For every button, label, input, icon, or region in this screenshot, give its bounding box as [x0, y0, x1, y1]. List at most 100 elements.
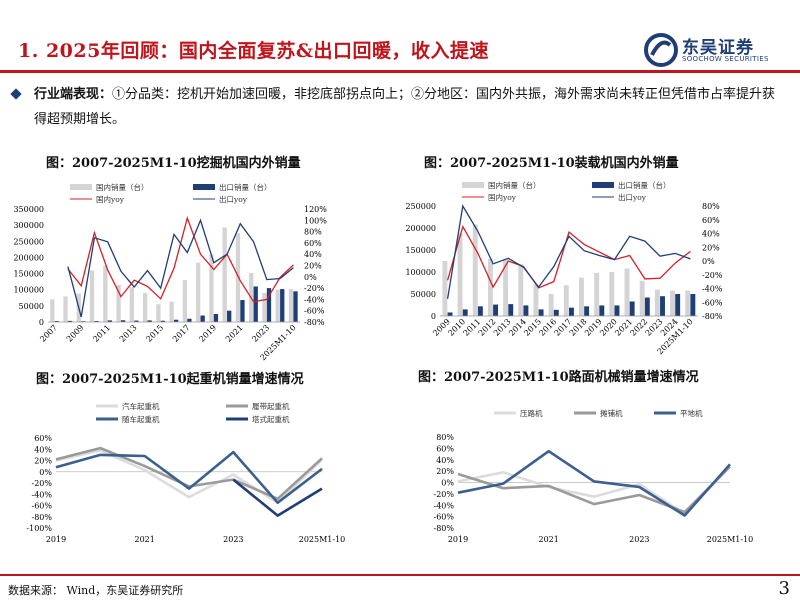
legend-label: 汽车起重机: [122, 401, 160, 411]
bar: [675, 294, 681, 316]
bar: [120, 320, 126, 322]
series-line: [446, 204, 691, 299]
y-right-tick-label: 120%: [304, 205, 327, 214]
x-tick-label: 2023: [223, 535, 243, 544]
y-right-tick-label: -60%: [304, 307, 325, 316]
x-tick-label: 2021: [538, 535, 558, 544]
bar: [89, 270, 95, 322]
y-tick-label: -80%: [32, 513, 53, 522]
soochow-logo-icon: [644, 33, 678, 67]
series-line: [457, 465, 731, 514]
y-left-tick-label: 250000: [405, 202, 436, 211]
y-left-tick-label: 200000: [13, 253, 44, 262]
series-line: [55, 450, 323, 504]
y-right-tick-label: -40%: [702, 285, 723, 294]
bar: [107, 320, 112, 322]
y-right-tick-label: -40%: [304, 295, 325, 304]
series-line: [446, 224, 691, 289]
header-divider: [0, 70, 800, 73]
y-left-tick-label: 350000: [13, 205, 44, 214]
bar: [599, 305, 605, 316]
bar: [685, 290, 691, 316]
x-tick-label: 2013: [118, 323, 139, 344]
bar: [63, 296, 68, 322]
y-tick-label: 80%: [436, 433, 454, 442]
bar: [50, 299, 55, 322]
bar: [94, 321, 99, 322]
x-tick-label: 2025M1-10: [299, 535, 346, 544]
bar: [614, 305, 620, 316]
bar: [629, 301, 635, 316]
bar: [280, 289, 285, 322]
series-line: [55, 446, 323, 501]
y-tick-label: -40%: [434, 501, 455, 510]
brand-logo: 东吴证券 SOOCHOW SECURITIES: [644, 33, 794, 69]
bar: [523, 305, 529, 316]
bar: [553, 309, 559, 316]
legend-label: 压路机: [520, 408, 543, 418]
bar: [569, 307, 574, 316]
y-tick-label: -20%: [32, 479, 53, 488]
y-left-tick-label: 150000: [13, 270, 44, 279]
y-left-tick-label: 50000: [19, 302, 44, 311]
bar: [174, 319, 179, 322]
y-tick-label: -60%: [32, 502, 53, 511]
logo-text-en: SOOCHOW SECURITIES: [682, 55, 769, 63]
bar: [660, 296, 665, 316]
bar: [288, 289, 294, 322]
paving-chart: 压路机 摊铺机 平地机 80% 60% 40% 20% 0% -20% -40% -60% -80% 2…: [434, 408, 754, 544]
x-tick-label: 2025M1-10: [707, 535, 754, 544]
bar: [54, 321, 59, 322]
y-tick-label: -80%: [434, 524, 455, 533]
y-tick-label: 0%: [39, 468, 52, 477]
y-right-tick-label: 40%: [304, 250, 322, 259]
y-left-tick-label: 0: [39, 318, 44, 327]
bar: [477, 306, 483, 316]
x-tick-label: 2019: [197, 323, 218, 344]
y-right-tick-label: -80%: [304, 318, 325, 327]
y-left-tick-label: 50000: [411, 290, 436, 299]
crane-chart-title: 图：2007-2025M1-10起重机销量增速情况: [36, 372, 304, 387]
y-right-tick-label: 80%: [702, 202, 720, 211]
bar: [103, 265, 108, 322]
y-left-tick-label: 100000: [405, 268, 436, 277]
bar: [253, 286, 258, 322]
legend-label: 国内yoy: [96, 194, 125, 204]
bar: [457, 233, 463, 316]
y-right-tick-label: 0%: [702, 257, 715, 266]
bar: [266, 288, 272, 322]
y-right-tick-label: -80%: [702, 312, 723, 321]
y-left-tick-label: 250000: [13, 237, 44, 246]
legend-label: 出口销量（台）: [618, 180, 671, 190]
bar: [472, 224, 478, 316]
x-tick-label: 2023: [250, 323, 271, 344]
x-tick-label: 2023: [629, 535, 649, 544]
x-tick-label: 2009: [65, 323, 86, 344]
x-tick-label: 2015: [144, 323, 165, 344]
y-left-tick-label: 300000: [13, 221, 44, 230]
y-tick-label: 60%: [436, 444, 454, 453]
legend-label: 国内销量（台）: [488, 180, 541, 190]
bar: [442, 261, 448, 316]
y-right-tick-label: 20%: [702, 243, 720, 252]
excavator-chart-title: 图：2007-2025M1-10挖掘机国内外销量: [46, 156, 301, 171]
bar: [639, 280, 645, 316]
bar: [262, 292, 267, 322]
legend-swatch: [592, 182, 614, 188]
bar: [200, 315, 205, 322]
bar: [579, 277, 584, 316]
y-tick-label: 40%: [436, 456, 454, 465]
summary-bullet: 行业端表现：①分品类：挖机开始加速回暖，非挖底部拐点向上；②分地区：国内外共振，…: [10, 82, 788, 132]
paving-chart-title: 图：2007-2025M1-10路面机械销量增速情况: [418, 370, 699, 385]
legend-label: 出口yoy: [618, 192, 647, 202]
y-right-tick-label: 60%: [702, 216, 720, 225]
x-tick-label: 2019: [448, 535, 468, 544]
bar: [129, 287, 134, 322]
bar: [624, 268, 630, 316]
legend-label: 摊铺机: [600, 408, 623, 418]
y-tick-label: -40%: [32, 490, 53, 499]
bar: [275, 289, 280, 322]
bar: [142, 292, 148, 322]
y-right-tick-label: 60%: [304, 239, 322, 248]
series-line: [232, 478, 323, 517]
